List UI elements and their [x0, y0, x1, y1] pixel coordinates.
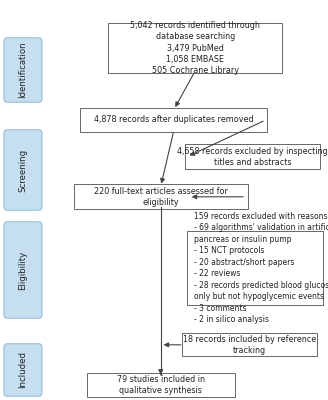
Text: 79 studies included in
qualitative synthesis: 79 studies included in qualitative synth…: [117, 374, 205, 395]
FancyBboxPatch shape: [87, 373, 235, 397]
Text: 18 records included by reference
tracking: 18 records included by reference trackin…: [183, 334, 316, 355]
Text: 220 full-text articles assessed for
eligibility: 220 full-text articles assessed for elig…: [94, 186, 228, 207]
FancyBboxPatch shape: [185, 144, 320, 169]
Text: Screening: Screening: [18, 148, 28, 192]
Text: 4,658 records excluded by inspecting
titles and abstracts: 4,658 records excluded by inspecting tit…: [177, 146, 328, 167]
FancyBboxPatch shape: [182, 333, 317, 356]
FancyBboxPatch shape: [4, 38, 42, 102]
FancyBboxPatch shape: [4, 344, 42, 396]
Text: 5,042 records identified through
database searching
3,479 PubMed
1,058 EMBASE
50: 5,042 records identified through databas…: [130, 20, 260, 75]
FancyBboxPatch shape: [4, 130, 42, 210]
FancyBboxPatch shape: [4, 222, 42, 318]
FancyBboxPatch shape: [74, 184, 248, 209]
FancyBboxPatch shape: [80, 108, 267, 132]
Text: Included: Included: [18, 352, 28, 388]
Text: Identification: Identification: [18, 42, 28, 98]
Text: 4,878 records after duplicates removed: 4,878 records after duplicates removed: [94, 116, 254, 124]
Text: 159 records excluded with reasons:
- 69 algorithms' validation in artificial
pan: 159 records excluded with reasons: - 69 …: [194, 212, 328, 324]
FancyBboxPatch shape: [108, 23, 282, 73]
FancyBboxPatch shape: [187, 231, 323, 305]
Text: Eligibility: Eligibility: [18, 250, 28, 290]
